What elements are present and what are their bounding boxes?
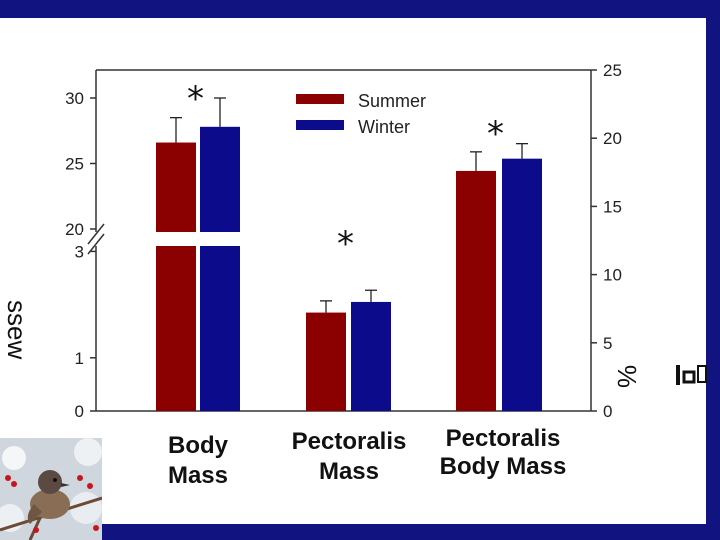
- legend-summer-label: Summer: [358, 91, 426, 111]
- significance-star-pectoralis-body-mass: *: [487, 114, 504, 154]
- right-tick-label: 10: [603, 266, 622, 285]
- category-label-pectoralis-mass: Pectoralis Mass: [292, 428, 407, 485]
- axis-break: [82, 223, 272, 255]
- left-tick-label: 0: [75, 402, 84, 421]
- category-line: Mass: [168, 462, 228, 489]
- right-tick-label: 5: [603, 334, 612, 353]
- right-tick-label: 20: [603, 129, 622, 148]
- category-line: Body: [168, 432, 229, 459]
- right-axis-label-clipped: [676, 365, 707, 385]
- left-tick-label: 25: [65, 155, 84, 174]
- left-tick-label: 3: [75, 242, 84, 261]
- category-line: Pectoralis: [292, 428, 407, 455]
- category-label-body-mass: Body Mass: [168, 432, 229, 489]
- category-line: Body Mass: [440, 453, 567, 480]
- legend-summer-swatch: [296, 94, 344, 104]
- category-line: Mass: [319, 458, 379, 485]
- left-axis-label-fragment: ssew: [2, 300, 32, 359]
- bird-illustration: [0, 438, 102, 540]
- bird-photo: [0, 438, 102, 540]
- legend-winter-label: Winter: [358, 117, 410, 137]
- right-tick-label: 25: [603, 61, 622, 80]
- right-axis-label-fragment: %: [612, 365, 642, 388]
- significance-star-body-mass: *: [187, 79, 204, 119]
- bar-summer-pectoralis-body-mass: [456, 170, 496, 411]
- bar-summer-pectoralis-mass: [306, 312, 346, 411]
- bar-winter-pectoralis-mass: [351, 301, 391, 411]
- significance-star-pectoralis-mass: *: [337, 224, 354, 264]
- right-tick-label: 15: [603, 197, 622, 216]
- left-tick-label: 1: [75, 349, 84, 368]
- left-tick-label: 20: [65, 220, 84, 239]
- bar-winter-body-mass: [200, 126, 240, 411]
- bar-summer-body-mass: [156, 142, 196, 412]
- bar-winter-pectoralis-body-mass: [502, 158, 542, 411]
- slide-panel: [0, 18, 706, 524]
- legend: Summer Winter: [296, 91, 426, 137]
- category-line: Pectoralis: [446, 425, 561, 452]
- right-tick-label: 0: [603, 402, 612, 421]
- category-label-pectoralis-body-mass: Pectoralis Body Mass: [440, 425, 567, 480]
- left-tick-label: 30: [65, 89, 84, 108]
- legend-winter-swatch: [296, 120, 344, 130]
